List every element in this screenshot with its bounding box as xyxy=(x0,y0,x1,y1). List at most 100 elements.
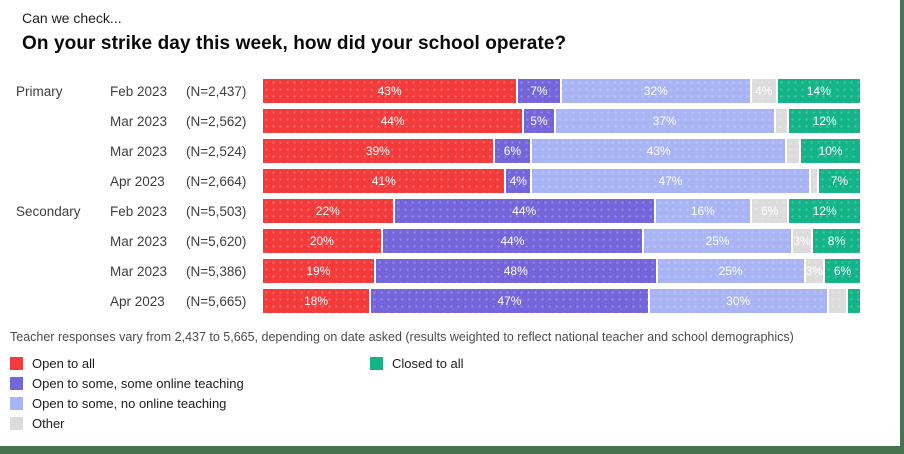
legend-item: Closed to all xyxy=(370,353,464,373)
bar-segment xyxy=(826,289,847,313)
legend-swatch xyxy=(10,376,23,390)
stacked-bar-chart: Primary Feb 2023 (N=2,437) 43% 7% 32% 4% 14% Mar… xyxy=(16,79,861,319)
bar-segment-label: 6% xyxy=(503,144,522,158)
bar-segment xyxy=(785,139,800,163)
sample-size-label: (N=2,437) xyxy=(186,83,247,99)
sample-size-label: (N=5,665) xyxy=(186,293,247,309)
bar-segment: 16% xyxy=(653,199,750,223)
bar-segment-label: 12% xyxy=(812,204,837,218)
legend-item: Open to some, some online teaching xyxy=(10,373,370,393)
date-label: Mar 2023 xyxy=(110,143,168,159)
bar-segment-label: 6% xyxy=(833,264,852,278)
legend-swatch xyxy=(10,416,23,430)
bar-segment-label: 16% xyxy=(690,204,715,218)
bar-segment-label: 39% xyxy=(365,144,390,158)
bar-segment-label: 7% xyxy=(530,84,548,98)
bar-segment: 44% xyxy=(380,229,642,253)
bottom-accent-bar xyxy=(0,446,904,454)
bar-segment-label: 10% xyxy=(818,144,843,158)
bar-segment: 12% xyxy=(787,199,860,223)
bar-segment xyxy=(846,289,860,313)
legend-label: Open to some, no online teaching xyxy=(32,395,227,411)
chart-title: On your strike day this week, how did yo… xyxy=(22,33,567,54)
date-label: Feb 2023 xyxy=(110,203,168,219)
bar-segment: 6% xyxy=(823,259,860,283)
bar-segment-label: 47% xyxy=(497,294,522,308)
chart-row: Mar 2023 (N=5,620) 20% 44% 25% 3% 8% xyxy=(16,229,860,253)
bar-segment-label: 6% xyxy=(760,204,779,218)
bar-segment-label: 43% xyxy=(377,84,402,98)
legend-label: Open to some, some online teaching xyxy=(32,375,244,391)
date-label: Mar 2023 xyxy=(110,113,168,129)
bar-segment: 47% xyxy=(530,169,809,193)
legend-item: Open to some, no online teaching xyxy=(10,393,370,413)
bar-segment-label: 20% xyxy=(309,234,334,248)
bar-segment: 30% xyxy=(647,289,827,313)
bar-segment: 43% xyxy=(530,139,786,163)
date-label: Apr 2023 xyxy=(110,293,165,309)
bar-segment: 47% xyxy=(369,289,648,313)
bar-segment: 6% xyxy=(749,199,788,223)
chart-kicker: Can we check... xyxy=(22,10,122,26)
bar-segment: 3% xyxy=(803,259,824,283)
bar-segment: 25% xyxy=(641,229,792,253)
date-label: Apr 2023 xyxy=(110,173,165,189)
bar-segment: 4% xyxy=(749,79,776,103)
bar-segment-label: 4% xyxy=(755,84,773,98)
stacked-bar: 20% 44% 25% 3% 8% xyxy=(263,229,860,253)
bar-segment: 3% xyxy=(791,229,811,253)
chart-row: Mar 2023 (N=2,562) 44% 5% 37% 12% xyxy=(16,109,861,133)
legend-swatch xyxy=(10,396,23,410)
chart-row: Mar 2023 (N=2,524) 39% 6% 43% 10% xyxy=(16,139,860,163)
date-label: Feb 2023 xyxy=(110,83,168,99)
bar-segment xyxy=(773,109,788,133)
bar-segment-label: 37% xyxy=(652,114,677,128)
chart-row: Apr 2023 (N=2,664) 41% 4% 47% 7% xyxy=(16,169,860,193)
stacked-bar: 18% 47% 30% xyxy=(263,289,860,313)
sample-size-label: (N=2,524) xyxy=(186,143,247,159)
bar-segment-label: 44% xyxy=(512,204,537,218)
bar-segment-label: 7% xyxy=(830,174,849,188)
bar-segment: 4% xyxy=(504,169,531,193)
stacked-bar: 39% 6% 43% 10% xyxy=(263,139,860,163)
bar-segment-label: 4% xyxy=(509,174,527,188)
group-label: Secondary xyxy=(16,203,81,219)
right-accent-bar xyxy=(900,0,904,454)
bar-segment: 32% xyxy=(559,79,750,103)
bar-segment-label: 18% xyxy=(303,294,329,308)
stacked-bar: 19% 48% 25% 3% 6% xyxy=(263,259,860,283)
legend-label: Other xyxy=(32,415,65,431)
bar-segment: 20% xyxy=(263,229,381,253)
stacked-bar: 43% 7% 32% 4% 14% xyxy=(263,79,860,103)
bar-segment xyxy=(808,169,817,193)
legend-swatch xyxy=(10,356,23,370)
stacked-bar: 41% 4% 47% 7% xyxy=(263,169,860,193)
bar-segment: 39% xyxy=(263,139,493,163)
chart-header: Can we check... On your strike day this … xyxy=(22,10,566,55)
legend-item: Other xyxy=(10,413,370,433)
sample-size-label: (N=5,503) xyxy=(186,203,247,219)
bar-segment-label: 8% xyxy=(827,234,846,248)
bar-segment-label: 32% xyxy=(643,84,668,98)
bar-segment-label: 47% xyxy=(658,174,683,188)
bar-segment-label: 12% xyxy=(812,114,837,128)
chart-row: Apr 2023 (N=5,665) 18% 47% 30% xyxy=(16,289,860,313)
date-label: Mar 2023 xyxy=(110,233,168,249)
bar-segment-label: 41% xyxy=(371,174,396,188)
chart-row: Mar 2023 (N=5,386) 19% 48% 25% 3% 6% xyxy=(16,259,860,283)
bar-segment: 5% xyxy=(522,109,554,133)
stacked-bar: 22% 44% 16% 6% 12% xyxy=(263,199,860,223)
bar-segment: 6% xyxy=(492,139,531,163)
bar-segment-label: 44% xyxy=(500,234,525,248)
bar-segment: 48% xyxy=(373,259,656,283)
bar-segment: 44% xyxy=(263,109,523,133)
sample-size-label: (N=5,386) xyxy=(186,263,247,279)
legend-label: Open to all xyxy=(32,355,95,371)
chart-legend: Open to all Open to some, some online tea… xyxy=(10,353,464,433)
bar-segment: 25% xyxy=(655,259,804,283)
legend-swatch xyxy=(370,356,383,370)
sample-size-label: (N=2,562) xyxy=(186,113,247,129)
bar-segment: 10% xyxy=(799,139,860,163)
bar-segment-label: 25% xyxy=(718,264,743,278)
bar-segment-label: 3% xyxy=(805,264,823,278)
